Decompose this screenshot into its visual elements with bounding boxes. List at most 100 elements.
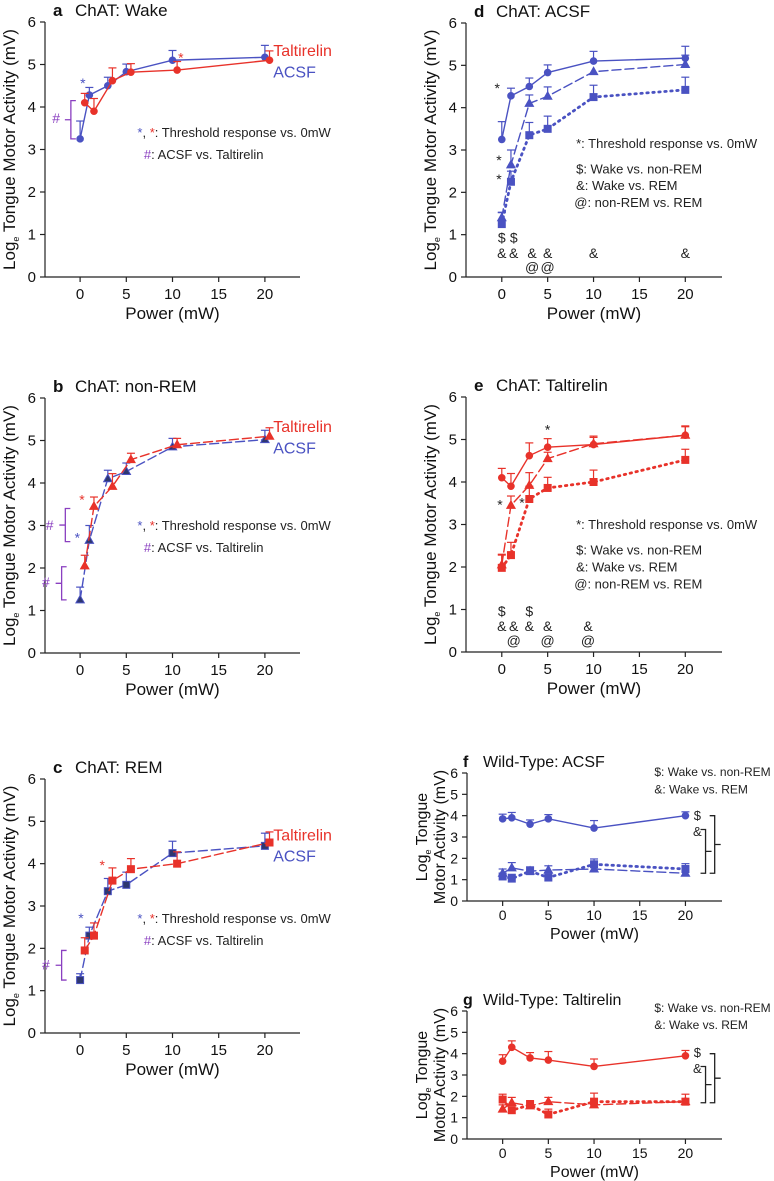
series-acsf — [76, 832, 269, 985]
note-part: $: Wake vs. non-REM — [576, 542, 702, 557]
legend-label: ACSF — [273, 849, 316, 866]
data-point — [681, 85, 690, 94]
note-text: $: Wake vs. non-REM — [654, 1001, 770, 1015]
data-point — [526, 1100, 535, 1109]
series-wake — [498, 1040, 690, 1071]
data-point — [506, 551, 515, 560]
data-point — [681, 1052, 690, 1060]
series-line — [501, 63, 686, 219]
x-tick-label: 15 — [631, 286, 648, 303]
data-point — [590, 1097, 599, 1106]
y-label-rest: Tongue — [414, 1031, 431, 1088]
y-tick-label: 1 — [28, 227, 36, 244]
y-tick-label: 5 — [449, 57, 457, 74]
y-tick-label: 2 — [449, 559, 457, 576]
y-label-log: Log — [0, 618, 19, 646]
significance-bracket — [55, 949, 67, 981]
y-tick-label: 0 — [449, 644, 457, 661]
note-text: #: ACSF vs. Taltirelin — [144, 147, 264, 162]
y-tick-label: 2 — [450, 1088, 458, 1104]
y-tick-label: 6 — [28, 390, 36, 407]
note-text: &: Wake vs. REM — [576, 178, 677, 193]
data-point — [79, 560, 90, 570]
x-tick-label: 10 — [164, 662, 181, 679]
y-tick-label: 6 — [450, 765, 458, 781]
y-axis-label: Loge Tongue — [414, 1031, 433, 1119]
note-part: # — [144, 540, 152, 555]
panel-letter: c — [53, 758, 62, 777]
data-point — [90, 107, 98, 116]
panel-c: c ChAT: REM 0 1 2 3 4 5 6 0 5 10 15 20 Power (mW) Loge … — [0, 758, 332, 1079]
note-part: : ACSF vs. Taltirelin — [151, 147, 263, 162]
panel-letter: g — [463, 992, 473, 1009]
data-point — [544, 1056, 553, 1064]
y-label-rest: Tongue Motor Activity (mV) — [0, 786, 19, 994]
data-point — [498, 872, 507, 881]
data-point — [80, 946, 89, 955]
y-label-sub: e — [432, 612, 442, 617]
y-tick-label: 3 — [449, 142, 457, 159]
data-point — [543, 443, 552, 451]
x-tick-label: 5 — [122, 286, 130, 303]
note-part: &: Wake vs. REM — [654, 782, 748, 796]
significance-bracket — [709, 815, 721, 874]
data-point — [680, 58, 691, 68]
x-tick-label: 10 — [586, 1145, 602, 1161]
legend-label: ACSF — [273, 440, 316, 457]
data-point — [588, 66, 599, 76]
data-point — [681, 455, 690, 464]
data-point — [589, 57, 598, 65]
data-point — [507, 874, 516, 883]
y-tick-label: 1 — [449, 227, 457, 244]
series-line — [501, 57, 686, 141]
y-tick-label: 5 — [449, 432, 457, 449]
data-point — [590, 860, 599, 869]
y-label-rest: Tongue Motor Activity (mV) — [0, 405, 19, 613]
y-label-rest: Tongue Motor Activity (mV) — [421, 30, 440, 238]
x-tick-label: 20 — [257, 1042, 274, 1059]
y-tick-label: 4 — [450, 808, 458, 824]
data-point — [76, 976, 85, 985]
panel-letter: a — [53, 1, 63, 20]
x-axis-label: Power (mW) — [550, 926, 639, 943]
x-tick-label: 20 — [677, 661, 694, 678]
data-point — [506, 1097, 517, 1107]
x-tick-label: 10 — [585, 661, 602, 678]
data-point — [542, 453, 553, 463]
data-point — [526, 820, 534, 828]
note-text: *, *: Threshold response vs. 0mW — [137, 518, 331, 533]
data-point — [543, 1096, 554, 1106]
y-axis-label: Loge Tongue Motor Activity (mV) — [0, 786, 21, 1027]
data-point — [498, 1057, 507, 1065]
data-point — [108, 76, 117, 85]
data-point — [589, 93, 598, 102]
y-tick-label: 5 — [450, 786, 458, 802]
y-tick-label: 6 — [28, 14, 36, 31]
note-text: &: Wake vs. REM — [576, 559, 677, 574]
x-tick-label: 15 — [631, 661, 648, 678]
data-point — [108, 876, 117, 885]
y-label-sub: e — [11, 613, 21, 618]
series-line — [79, 845, 266, 981]
series-wake — [498, 811, 690, 832]
panel-title: ChAT: non-REM — [75, 377, 197, 396]
y-label-sub: e — [11, 237, 21, 242]
y-tick-label: 3 — [450, 1067, 458, 1083]
y-tick-label: 0 — [450, 1131, 458, 1147]
data-point — [265, 56, 274, 65]
note-part: * — [137, 518, 142, 533]
panel-title: ChAT: REM — [75, 758, 163, 777]
x-tick-label: 0 — [76, 662, 84, 679]
significance-mark: & — [589, 245, 599, 261]
data-point — [264, 430, 275, 440]
data-point — [88, 500, 100, 510]
y-axis-label: Loge Tongue — [414, 793, 433, 881]
data-point — [525, 451, 534, 460]
x-tick-label: 5 — [544, 1145, 552, 1161]
note-part: * — [137, 911, 142, 926]
y-tick-label: 4 — [28, 856, 36, 873]
data-point — [526, 867, 535, 876]
significance-mark: * — [78, 910, 84, 926]
y-tick-label: 1 — [449, 602, 457, 619]
